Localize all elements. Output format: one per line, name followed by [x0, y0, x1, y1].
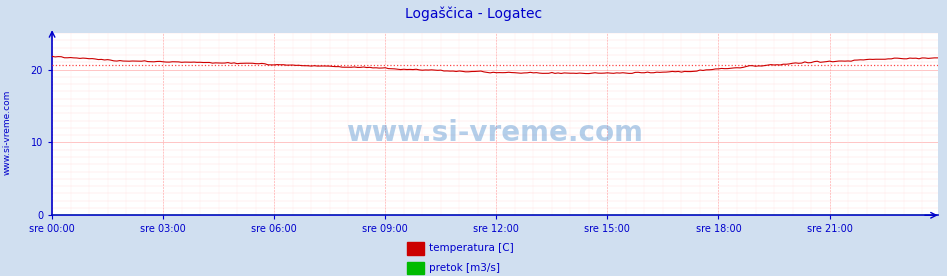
Text: www.si-vreme.com: www.si-vreme.com — [347, 119, 643, 147]
Text: temperatura [C]: temperatura [C] — [429, 243, 513, 253]
Text: Logaščica - Logatec: Logaščica - Logatec — [405, 7, 542, 22]
Text: pretok [m3/s]: pretok [m3/s] — [429, 263, 500, 273]
Text: www.si-vreme.com: www.si-vreme.com — [3, 90, 12, 175]
